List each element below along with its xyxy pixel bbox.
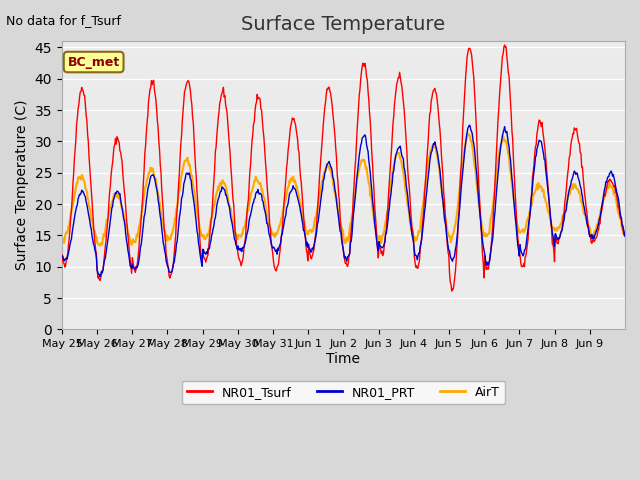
X-axis label: Time: Time (326, 352, 360, 366)
Title: Surface Temperature: Surface Temperature (241, 15, 445, 34)
Y-axis label: Surface Temperature (C): Surface Temperature (C) (15, 100, 29, 271)
Text: No data for f_Tsurf: No data for f_Tsurf (6, 14, 122, 27)
Legend: NR01_Tsurf, NR01_PRT, AirT: NR01_Tsurf, NR01_PRT, AirT (182, 381, 505, 404)
Text: BC_met: BC_met (68, 56, 120, 69)
